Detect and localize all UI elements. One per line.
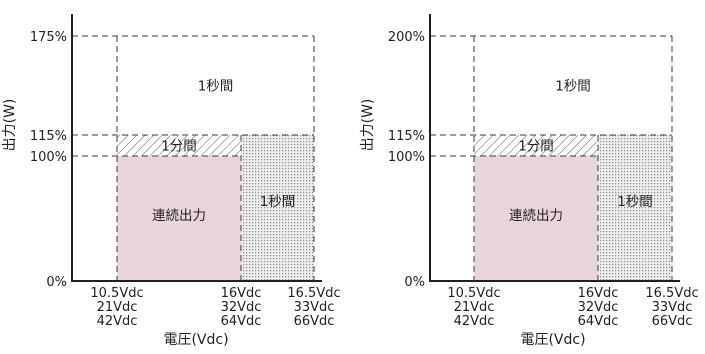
region-label: 1秒間	[617, 194, 653, 210]
region-label: 1秒間	[260, 194, 296, 210]
region-3-fill	[598, 135, 672, 281]
x-tick-label: 64Vdc	[221, 314, 262, 329]
region-label: 1分間	[161, 139, 197, 155]
x-axis-title: 電圧(Vdc)	[520, 332, 585, 348]
x-tick-label: 16.5Vdc	[287, 286, 340, 301]
y-tick-label: 0%	[46, 275, 67, 290]
y-tick-label: 115%	[388, 129, 425, 144]
y-tick-label: 200%	[388, 30, 425, 45]
x-tick-label: 66Vdc	[294, 314, 335, 329]
y-axis-title: 出力(W)	[360, 99, 376, 152]
x-tick-label: 33Vdc	[652, 300, 693, 315]
x-tick-label: 10.5Vdc	[90, 286, 143, 301]
region-label: 1秒間	[555, 79, 591, 95]
x-tick-label: 66Vdc	[652, 314, 693, 329]
y-tick-label: 100%	[30, 150, 67, 165]
y-tick-label: 115%	[30, 129, 67, 144]
y-tick-label: 100%	[388, 150, 425, 165]
x-tick-label: 21Vdc	[97, 300, 138, 315]
region-label: 連続出力	[152, 208, 206, 224]
y-tick-label: 175%	[30, 30, 67, 45]
x-tick-label: 42Vdc	[97, 314, 138, 329]
region-2-fill	[117, 135, 241, 156]
y-tick-label: 0%	[404, 275, 425, 290]
x-tick-label: 16Vdc	[578, 286, 619, 301]
x-tick-label: 33Vdc	[294, 300, 335, 315]
x-tick-label: 10.5Vdc	[447, 286, 500, 301]
y-axis-title: 出力(W)	[2, 99, 18, 152]
region-label: 1秒間	[198, 79, 234, 95]
x-axis-title: 電圧(Vdc)	[163, 332, 228, 348]
region-3-fill	[241, 135, 314, 281]
region-label: 1分間	[518, 139, 554, 155]
x-tick-label: 64Vdc	[578, 314, 619, 329]
axes	[429, 14, 680, 282]
x-tick-label: 42Vdc	[454, 314, 495, 329]
x-tick-label: 32Vdc	[221, 300, 262, 315]
x-tick-label: 16.5Vdc	[645, 286, 698, 301]
region-2-fill	[474, 135, 598, 156]
x-tick-label: 21Vdc	[454, 300, 495, 315]
region-1-fill	[474, 156, 598, 281]
x-tick-label: 16Vdc	[221, 286, 262, 301]
region-label: 連続出力	[509, 208, 563, 224]
axes	[71, 14, 322, 282]
region-1-fill	[117, 156, 241, 281]
x-tick-label: 32Vdc	[578, 300, 619, 315]
